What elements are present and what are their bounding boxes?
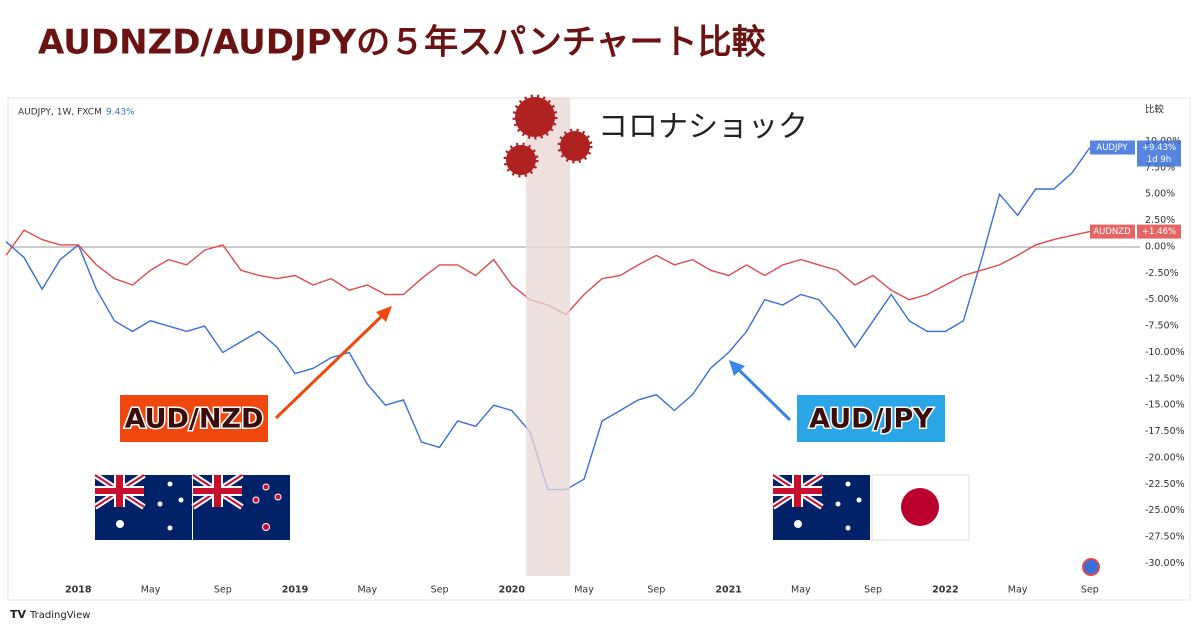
- y-tick-label: -27.50%: [1145, 532, 1185, 543]
- price-tag-value: +9.43%: [1142, 143, 1176, 153]
- footer-logo-mark: TV: [10, 608, 27, 621]
- y-tick-label: -2.50%: [1145, 268, 1179, 279]
- flags: [93, 472, 970, 541]
- footer-brand: TradingView: [29, 610, 90, 621]
- y-tick-label: -5.00%: [1145, 294, 1179, 305]
- price-tag-timer: 1d 9h: [1147, 155, 1171, 165]
- annotation-box: [797, 395, 945, 442]
- x-tick-label: Sep: [214, 585, 232, 596]
- annotation-label: AUD/NZD: [125, 404, 264, 435]
- y-tick-label: -12.50%: [1145, 373, 1185, 384]
- price-tag-name: AUDNZD: [1093, 227, 1131, 237]
- virus-icon: [557, 128, 593, 164]
- brand-badge: [1082, 558, 1100, 576]
- scale-label: 比較: [1145, 104, 1165, 116]
- virus-icon: [512, 94, 558, 140]
- x-tick-label: 2020: [499, 585, 526, 596]
- x-tick-label: May: [357, 585, 377, 596]
- x-tick-label: 2021: [715, 585, 741, 596]
- annotation-label: AUD/JPY: [809, 404, 933, 435]
- highlight-band: [525, 97, 570, 577]
- x-tick-label: Sep: [431, 585, 449, 596]
- x-tick-label: Sep: [647, 585, 665, 596]
- overlay-layer: [525, 97, 570, 577]
- y-tick-label: -10.00%: [1145, 347, 1185, 358]
- x-tick-label: 2022: [932, 585, 958, 596]
- virus-icon: [503, 142, 539, 178]
- y-tick-label: -7.50%: [1145, 321, 1179, 332]
- price-tag-name-bg: [1090, 140, 1135, 155]
- price-tag-value-bg: [1137, 224, 1181, 239]
- y-tick-label: 5.00%: [1145, 189, 1175, 200]
- highlight-label: コロナショック: [598, 110, 808, 145]
- chart-header-change: 9.43%: [106, 108, 135, 118]
- price-tag-value: +1.46%: [1142, 227, 1176, 237]
- annotation-box: [120, 395, 268, 442]
- price-tag-name: AUDJPY: [1096, 143, 1128, 153]
- flag-australia: [771, 472, 870, 540]
- x-tick-label: May: [1008, 585, 1028, 596]
- x-tick-label: May: [574, 585, 594, 596]
- arrow-head: [729, 360, 745, 376]
- x-tick-label: 2018: [65, 585, 92, 596]
- price-tag-name-bg: [1090, 224, 1135, 239]
- x-tick-label: May: [791, 585, 811, 596]
- arrow-head: [376, 306, 392, 322]
- arrow: [274, 311, 387, 420]
- flag-japan: [871, 474, 970, 541]
- y-tick-label: -30.00%: [1145, 558, 1185, 569]
- x-tick-label: May: [141, 585, 161, 596]
- background-layer: 10.00%7.50%5.00%2.50%0.00%-2.50%-5.00%-7…: [10, 136, 1185, 596]
- x-tick-label: 2019: [282, 585, 308, 596]
- y-tick-label: 0.00%: [1145, 241, 1175, 252]
- y-tick-label: -20.00%: [1145, 452, 1185, 463]
- chart-header-symbol: AUDJPY, 1W, FXCM: [18, 108, 102, 118]
- flag-new-zealand: [191, 472, 290, 540]
- price-tag-value-bg: [1137, 140, 1181, 167]
- flag-australia: [93, 472, 192, 540]
- page-title: AUDNZD/AUDJPYの５年スパンチャート比較: [38, 23, 766, 63]
- y-tick-label: -22.50%: [1145, 479, 1185, 490]
- arrows: [274, 306, 792, 422]
- x-tick-label: Sep: [864, 585, 882, 596]
- y-tick-label: -25.00%: [1145, 505, 1185, 516]
- y-tick-label: -17.50%: [1145, 426, 1185, 437]
- chart-frame: [7, 97, 1191, 601]
- y-tick-label: 2.50%: [1145, 215, 1175, 226]
- y-tick-label: 7.50%: [1145, 162, 1175, 173]
- y-tick-label: -15.00%: [1145, 400, 1185, 411]
- arrow: [734, 365, 792, 422]
- x-tick-label: Sep: [1081, 585, 1099, 596]
- virus-icons: [503, 94, 593, 178]
